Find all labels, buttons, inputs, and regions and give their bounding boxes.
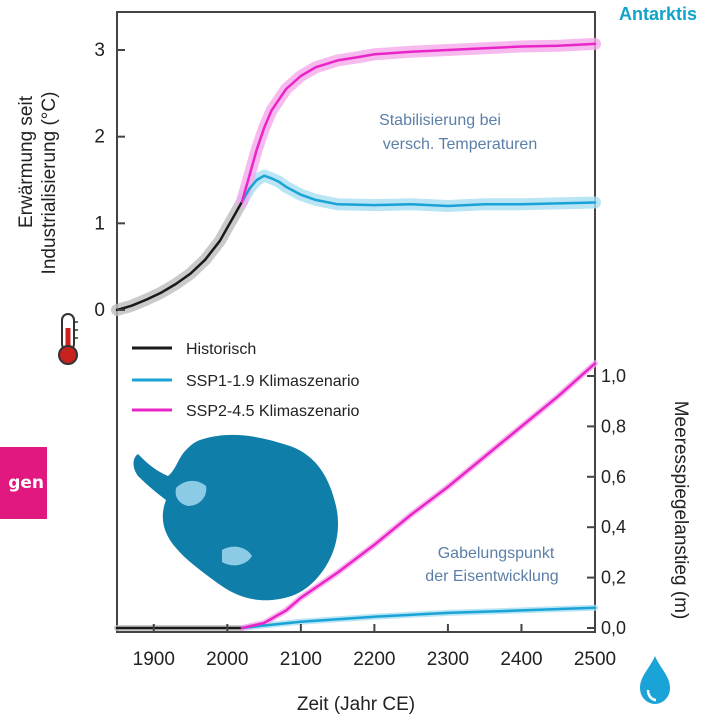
sea-ytick-label: 0,4 xyxy=(601,517,626,537)
xtick-label: 2200 xyxy=(353,649,395,670)
sea-ytick-label: 0,6 xyxy=(601,467,626,487)
xtick-label: 2100 xyxy=(280,649,322,670)
side-badge: gen xyxy=(0,447,47,519)
x-axis-label: Zeit (Jahr CE) xyxy=(297,694,415,715)
temp-line-ssp245 xyxy=(240,42,597,203)
legend-label-ssp119: SSP1-1.9 Klimaszenario xyxy=(186,373,360,390)
side-badge-label: gen xyxy=(8,473,44,493)
series-lines xyxy=(115,42,597,630)
legend-label-historical: Historisch xyxy=(186,341,256,358)
ice-shelf-ronne xyxy=(175,480,207,506)
xtick-label: 1900 xyxy=(133,649,175,670)
temp-ytick-label: 3 xyxy=(94,40,105,61)
ice-shelf-ross xyxy=(222,546,252,566)
sea-ytick-label: 1,0 xyxy=(601,366,626,386)
sea-ylabel: Meeresspiegelanstieg (m) xyxy=(670,401,691,620)
sea-ytick-label: 0,8 xyxy=(601,416,626,436)
axis-ticks: 0 1 2 3 0,0 0,2 0,4 0,6 0,8 1,0 1900 2000 2100 2200 23… xyxy=(94,40,626,670)
sea-line-ssp245 xyxy=(240,362,597,630)
region-label: Antarktis xyxy=(618,4,697,24)
temp-annotation-line1: Stabilisierung bei xyxy=(379,112,501,129)
thermometer-icon xyxy=(58,313,78,365)
temp-ytick-label: 2 xyxy=(94,127,105,148)
xtick-label: 2300 xyxy=(427,649,469,670)
sea-ytick-label: 0,0 xyxy=(601,618,626,638)
temp-annotation-line2: versch. Temperaturen xyxy=(383,136,537,153)
temp-ytick-label: 1 xyxy=(94,213,105,234)
xtick-label: 2400 xyxy=(500,649,542,670)
temp-ylabel-line1: Erwärmung seit xyxy=(16,95,37,228)
sea-annotation-line1: Gabelungspunkt xyxy=(438,545,555,562)
temp-line-ssp119 xyxy=(240,174,597,208)
temp-ylabel-line2: Industrialisierung (°C) xyxy=(39,92,60,275)
temp-band-historical xyxy=(111,195,248,316)
antarctica-map xyxy=(133,434,339,601)
sea-line-ssp119 xyxy=(240,606,597,630)
water-drop-icon xyxy=(640,656,670,704)
sea-ytick-label: 0,2 xyxy=(601,568,626,588)
sea-annotation-line2: der Eisentwicklung xyxy=(425,568,558,585)
plot-frame xyxy=(116,11,596,633)
temp-line-historical xyxy=(115,200,244,312)
legend: Historisch SSP1-1.9 Klimaszenario SSP2-4… xyxy=(132,341,360,420)
xtick-label: 2000 xyxy=(206,649,248,670)
legend-label-ssp245: SSP2-4.5 Klimaszenario xyxy=(186,403,360,420)
xtick-label: 2500 xyxy=(574,649,616,670)
antarctica-landmass xyxy=(133,434,339,601)
temp-ytick-label: 0 xyxy=(94,300,105,321)
